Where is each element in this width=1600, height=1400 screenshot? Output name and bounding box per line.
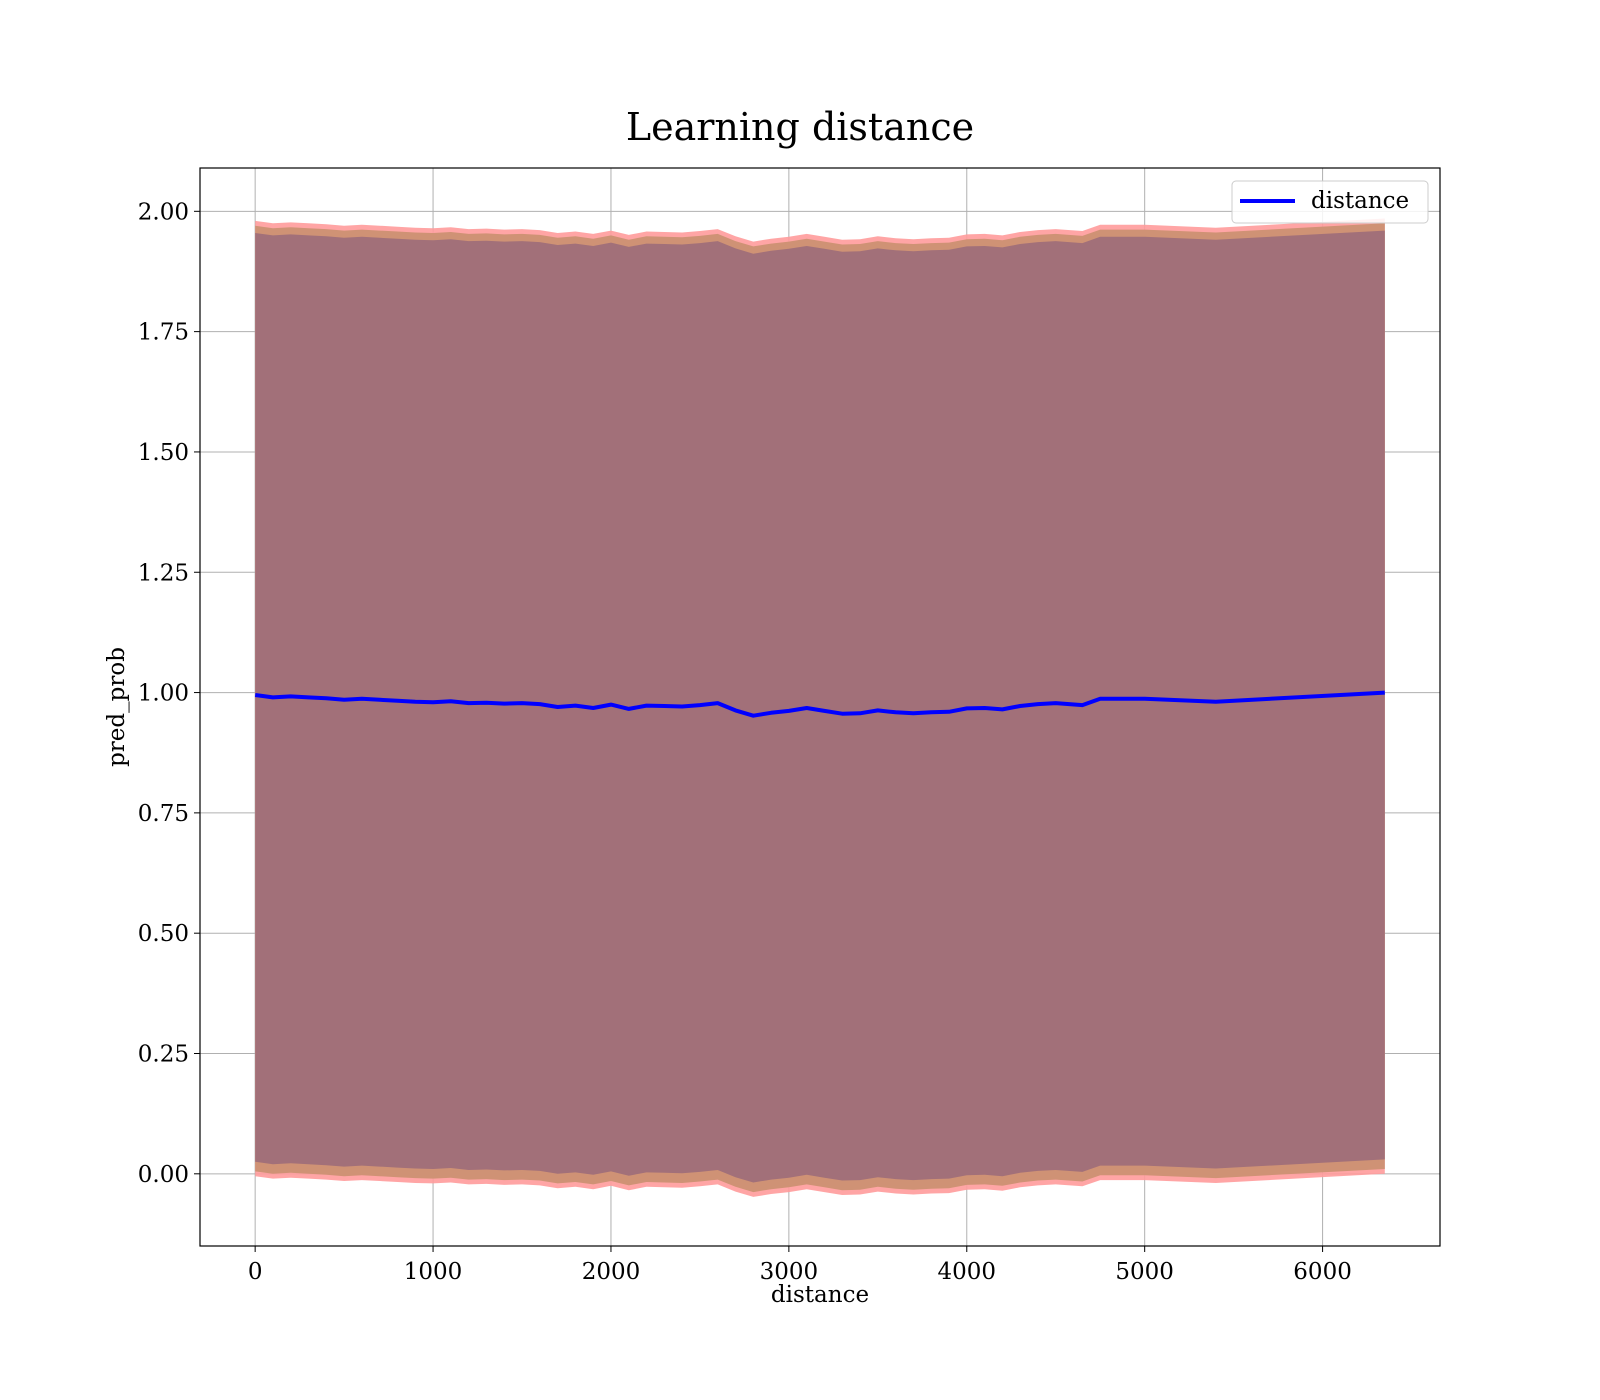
y-tick-label: 2.00 bbox=[138, 199, 189, 225]
x-tick-label: 2000 bbox=[582, 1259, 641, 1285]
confidence-band bbox=[255, 218, 1385, 1197]
x-tick-label: 5000 bbox=[1115, 1259, 1174, 1285]
series-lines bbox=[254, 690, 1385, 718]
chart-title: Learning distance bbox=[626, 105, 974, 149]
series-line-distance bbox=[254, 690, 1385, 718]
x-tick-label: 4000 bbox=[937, 1259, 996, 1285]
y-tick-label: 1.75 bbox=[138, 320, 189, 346]
x-axis-ticks: 0 1000 2000 3000 4000 5000 6000 bbox=[248, 1246, 1352, 1285]
y-axis-label: pred_prob bbox=[104, 647, 130, 767]
x-axis-label: distance bbox=[771, 1282, 869, 1308]
plot-frame bbox=[199, 167, 1441, 1247]
y-tick-label: 0.75 bbox=[138, 801, 189, 827]
x-tick-label: 0 bbox=[248, 1259, 263, 1285]
x-tick-label: 6000 bbox=[1293, 1259, 1352, 1285]
y-tick-label: 1.00 bbox=[138, 681, 189, 707]
y-tick-label: 0.00 bbox=[138, 1162, 189, 1188]
y-tick-label: 1.50 bbox=[138, 440, 189, 466]
x-tick-label: 1000 bbox=[404, 1259, 463, 1285]
legend: distance bbox=[1231, 180, 1429, 224]
x-tick-label: 3000 bbox=[760, 1259, 819, 1285]
band-inner bbox=[255, 230, 1385, 1183]
legend-box bbox=[1231, 180, 1429, 224]
y-tick-label: 0.25 bbox=[138, 1042, 189, 1068]
y-tick-label: 1.25 bbox=[138, 560, 189, 586]
y-axis-ticks: 0.00 0.25 0.50 0.75 1.00 1.25 1.50 1.75 2.00 bbox=[138, 199, 200, 1188]
y-tick-label: 0.50 bbox=[138, 921, 189, 947]
legend-label-distance: distance bbox=[1311, 188, 1409, 214]
